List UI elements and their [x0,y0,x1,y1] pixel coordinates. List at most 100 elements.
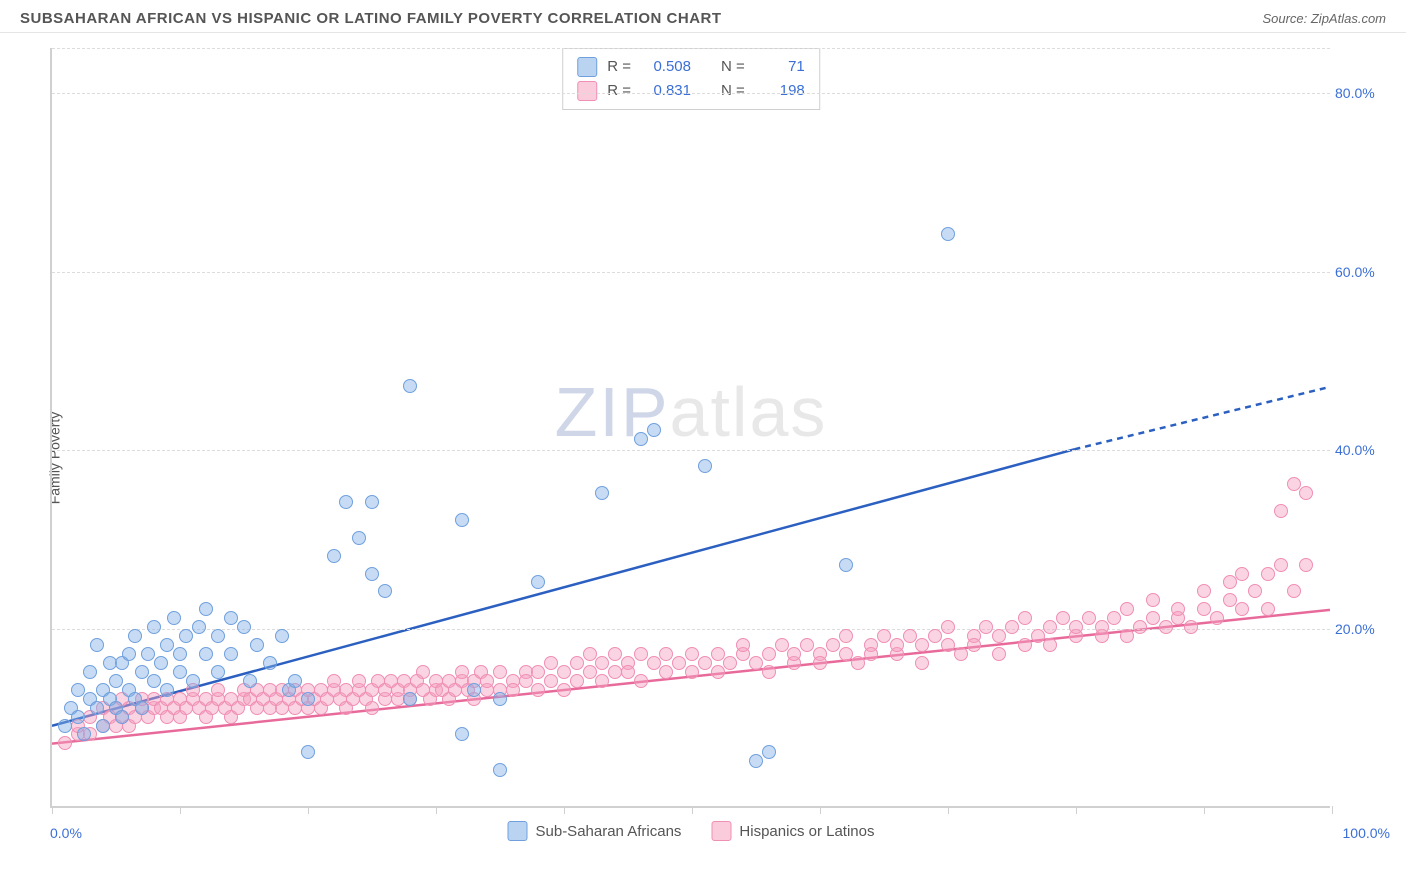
scatter-point [480,674,494,688]
scatter-point [749,656,763,670]
r-value-pink: 0.831 [641,79,691,103]
scatter-point [160,683,174,697]
y-tick-label: 40.0% [1335,442,1390,458]
x-tick [564,806,565,814]
scatter-point [877,629,891,643]
scatter-point [903,629,917,643]
scatter-point [864,647,878,661]
scatter-point [557,665,571,679]
scatter-point [1184,620,1198,634]
scatter-point [403,379,417,393]
scatter-point [1095,620,1109,634]
scatter-point [1120,629,1134,643]
scatter-point [1120,602,1134,616]
x-tick-label-min: 0.0% [50,825,82,841]
corr-row-pink: R = 0.831 N = 198 [577,79,805,103]
scatter-point [595,674,609,688]
scatter-point [1133,620,1147,634]
scatter-point [698,459,712,473]
scatter-point [263,656,277,670]
scatter-point [839,558,853,572]
x-tick [820,806,821,814]
x-tick [308,806,309,814]
gridline [52,93,1330,94]
scatter-point [685,647,699,661]
scatter-point [1223,593,1237,607]
legend-item-pink: Hispanics or Latinos [711,821,874,841]
scatter-point [839,647,853,661]
scatter-point [570,656,584,670]
scatter-point [531,665,545,679]
scatter-point [416,665,430,679]
scatter-point [160,638,174,652]
scatter-point [557,683,571,697]
scatter-point [1069,620,1083,634]
scatter-point [915,656,929,670]
scatter-point [992,629,1006,643]
scatter-point [352,531,366,545]
scatter-point [90,701,104,715]
scatter-point [762,647,776,661]
scatter-point [493,665,507,679]
scatter-point [403,692,417,706]
scatter-point [1287,584,1301,598]
y-tick-label: 80.0% [1335,85,1390,101]
gridline [52,48,1330,49]
scatter-point [455,727,469,741]
scatter-point [199,602,213,616]
x-tick [948,806,949,814]
scatter-point [224,611,238,625]
scatter-point [365,701,379,715]
legend-label-blue: Sub-Saharan Africans [536,823,682,840]
scatter-point [1018,611,1032,625]
scatter-point [243,674,257,688]
scatter-point [685,665,699,679]
scatter-point [711,647,725,661]
scatter-point [154,656,168,670]
scatter-point [1043,620,1057,634]
scatter-point [992,647,1006,661]
scatter-point [749,754,763,768]
n-value-pink: 198 [755,79,805,103]
scatter-point [467,683,481,697]
swatch-pink [711,821,731,841]
scatter-point [659,647,673,661]
chart-title: SUBSAHARAN AFRICAN VS HISPANIC OR LATINO… [20,10,722,27]
scatter-point [301,692,315,706]
chart-source: Source: ZipAtlas.com [1262,11,1386,26]
scatter-point [71,710,85,724]
scatter-point [634,647,648,661]
scatter-point [83,665,97,679]
scatter-point [544,656,558,670]
scatter-point [173,665,187,679]
scatter-point [237,620,251,634]
scatter-point [506,683,520,697]
gridline [52,450,1330,451]
scatter-point [179,629,193,643]
y-tick-label: 20.0% [1335,621,1390,637]
r-label: R = [607,79,631,103]
scatter-point [928,629,942,643]
scatter-point [813,656,827,670]
n-label: N = [721,79,745,103]
scatter-point [1005,620,1019,634]
x-tick [1076,806,1077,814]
scatter-point [967,638,981,652]
scatter-point [58,736,72,750]
scatter-point [595,486,609,500]
scatter-point [711,665,725,679]
scatter-point [301,745,315,759]
scatter-point [96,719,110,733]
scatter-point [583,647,597,661]
scatter-point [167,611,181,625]
x-tick [436,806,437,814]
scatter-point [1287,477,1301,491]
scatter-point [224,647,238,661]
scatter-point [1235,567,1249,581]
scatter-point [71,683,85,697]
scatter-point [826,638,840,652]
scatter-point [570,674,584,688]
scatter-point [493,692,507,706]
scatter-point [1299,558,1313,572]
scatter-point [493,763,507,777]
